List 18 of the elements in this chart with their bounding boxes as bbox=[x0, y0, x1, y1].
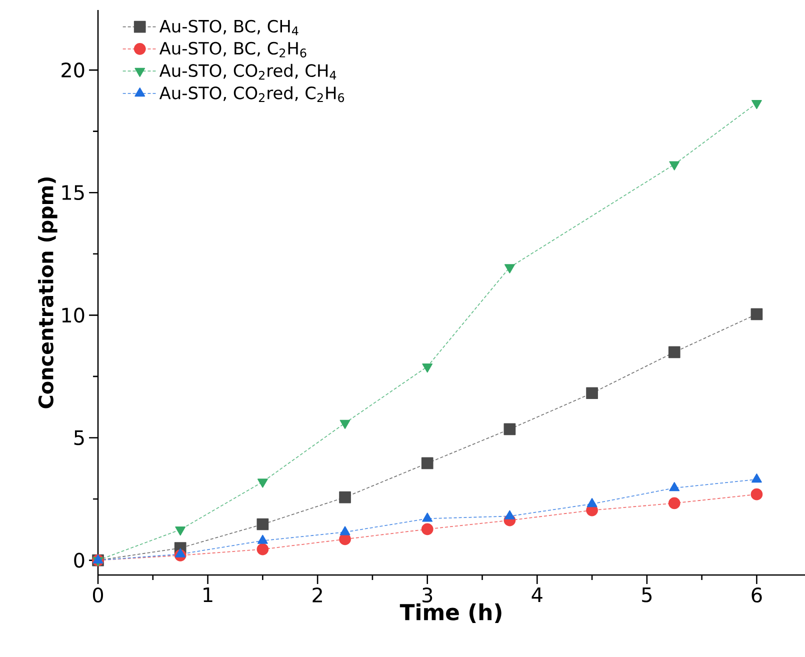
legend-label: Au-STO, CO$_{2}$red, C$_{2}$H$_{6}$ bbox=[159, 86, 344, 102]
legend-label: Au-STO, BC, C$_{2}$H$_{6}$ bbox=[159, 42, 306, 58]
y-tick-label: 10 bbox=[62, 308, 84, 323]
y-tick-label: 0 bbox=[74, 552, 84, 568]
y-tick-label: 20 bbox=[62, 62, 84, 78]
x-tick-label: 0 bbox=[92, 587, 104, 603]
y-tick-label: 15 bbox=[62, 185, 84, 200]
x-tick-label: 6 bbox=[752, 587, 762, 603]
x-tick-label: 5 bbox=[642, 587, 652, 602]
x-tick-label: 4 bbox=[532, 587, 542, 602]
x-tick-label: 3 bbox=[422, 587, 432, 603]
legend-label: Au-STO, CO$_{2}$red, CH$_{4}$ bbox=[159, 64, 336, 80]
x-tick-label: 2 bbox=[312, 587, 322, 602]
y-axis-title: Concentration (ppm) bbox=[38, 177, 58, 408]
legend-label: Au-STO, BC, CH$_{4}$ bbox=[159, 20, 298, 36]
x-tick-label: 1 bbox=[204, 587, 212, 602]
y-tick-label: 5 bbox=[74, 430, 84, 446]
x-axis-title: Time (h) bbox=[400, 603, 502, 623]
